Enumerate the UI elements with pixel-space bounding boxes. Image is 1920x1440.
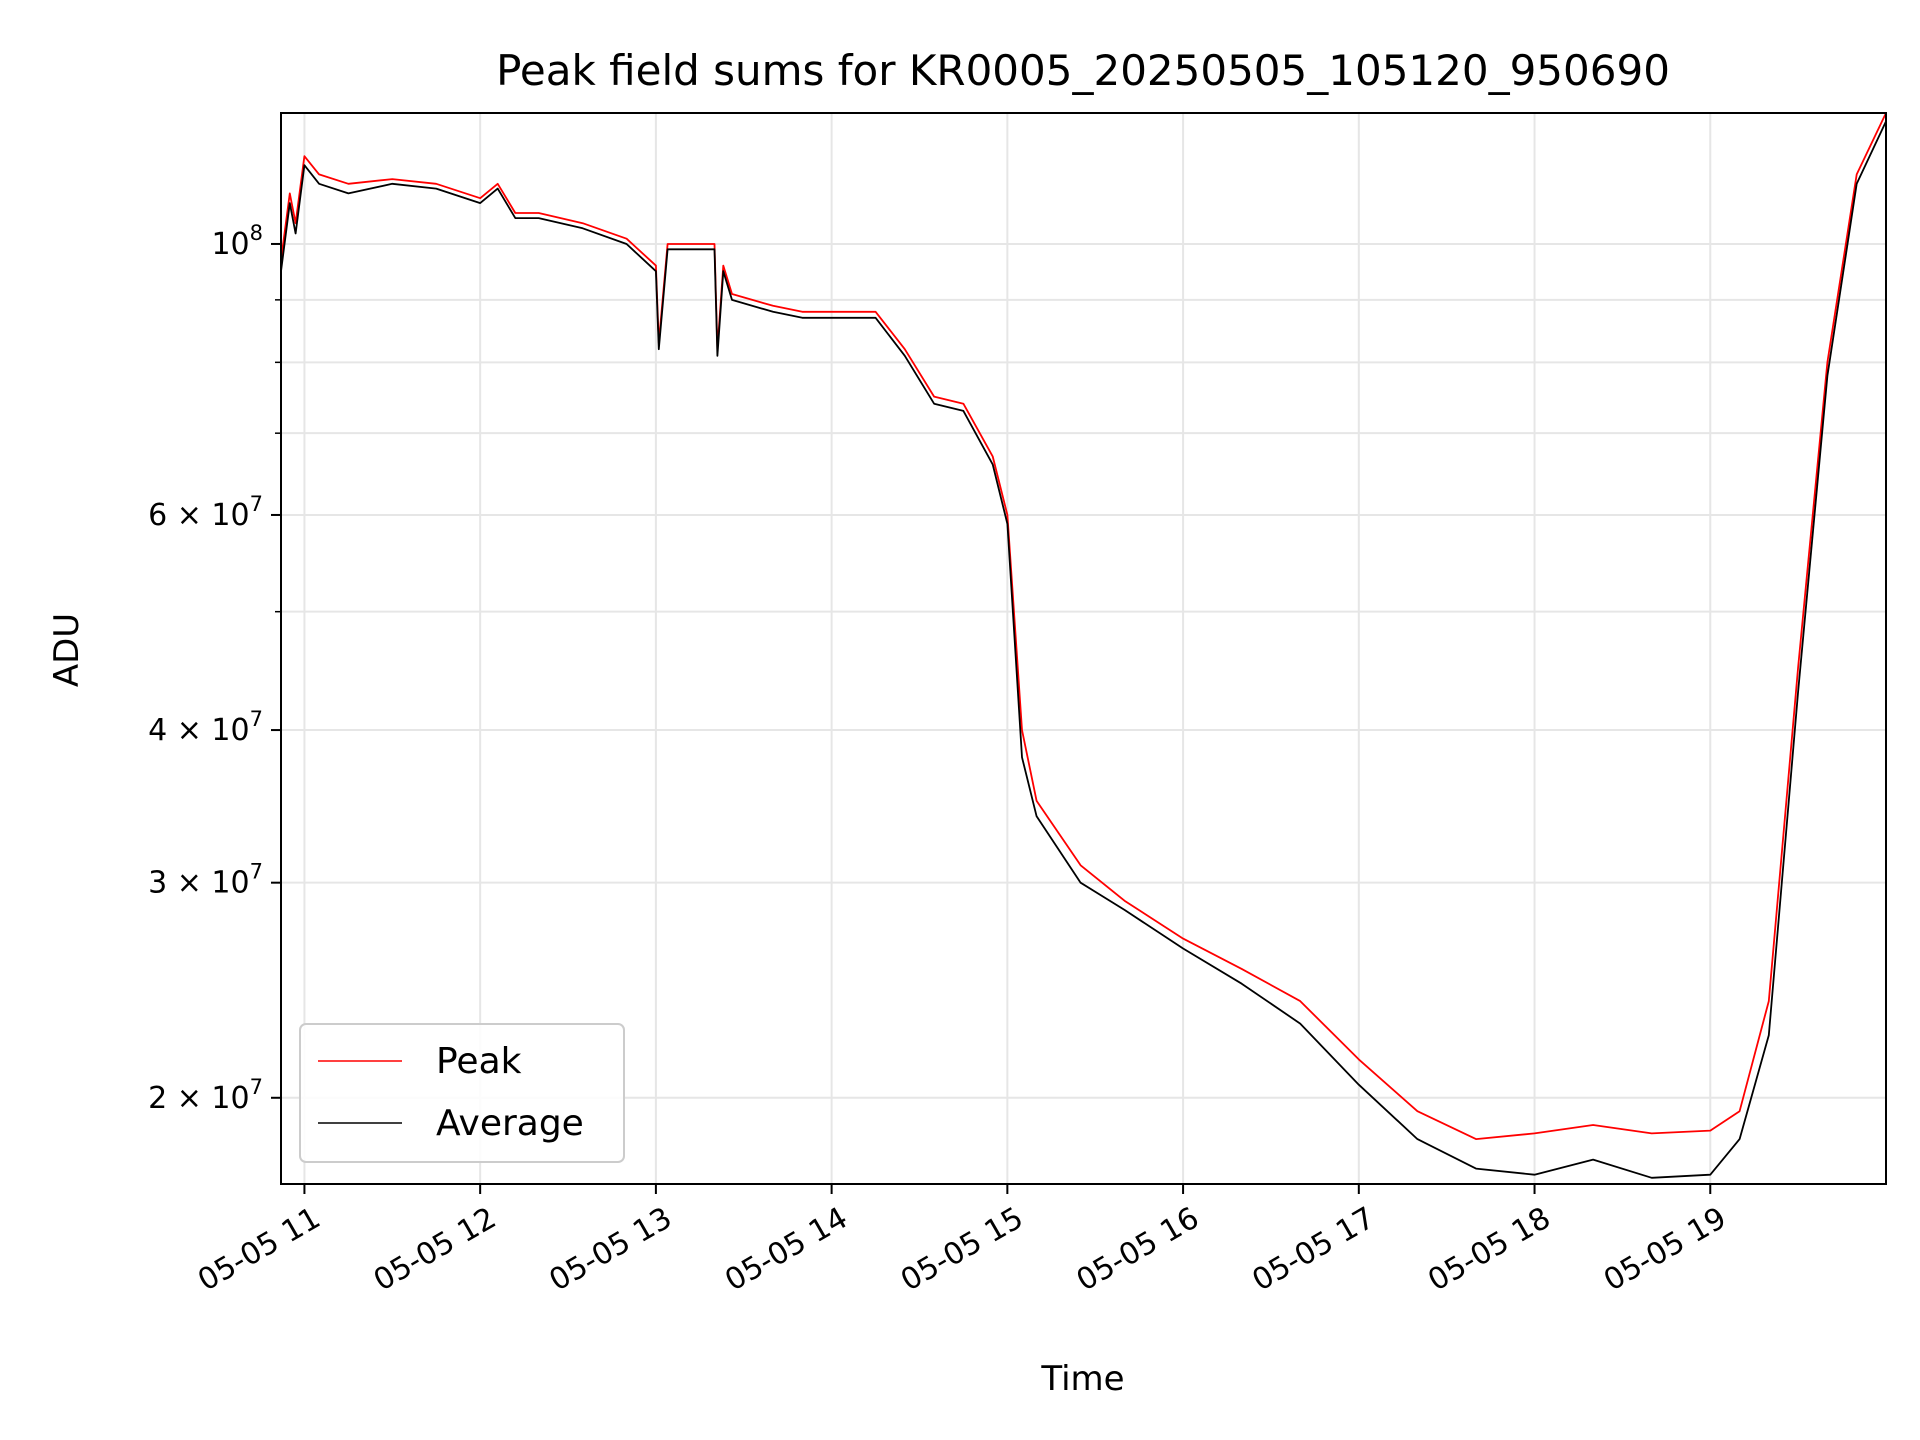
- y-tick-label: 3 × 107: [148, 860, 263, 901]
- series-line-average: [280, 121, 1887, 1179]
- series-layer: [280, 112, 1887, 1179]
- y-tick-label: 6 × 107: [148, 492, 263, 533]
- legend-box: [299, 1023, 625, 1163]
- legend-label-peak: Peak: [436, 1041, 522, 1082]
- legend-label-average: Average: [436, 1103, 584, 1144]
- y-ticks: 108 6 × 107 4 × 107 3 × 107 2 × 107: [148, 221, 281, 1116]
- axes: [280, 112, 1887, 1185]
- y-tick-label: 2 × 107: [148, 1075, 263, 1116]
- y-tick-label: 4 × 107: [148, 707, 263, 748]
- x-axis-label: Time: [1040, 1359, 1124, 1399]
- legend: Peak Average: [299, 1023, 625, 1163]
- y-axis-label: ADU: [47, 613, 87, 687]
- series-line-peak: [280, 112, 1887, 1140]
- chart-title: Peak field sums for KR0005_20250505_1051…: [496, 46, 1670, 95]
- y-tick-label: 108: [211, 221, 263, 262]
- plot-frame: [280, 112, 1887, 1185]
